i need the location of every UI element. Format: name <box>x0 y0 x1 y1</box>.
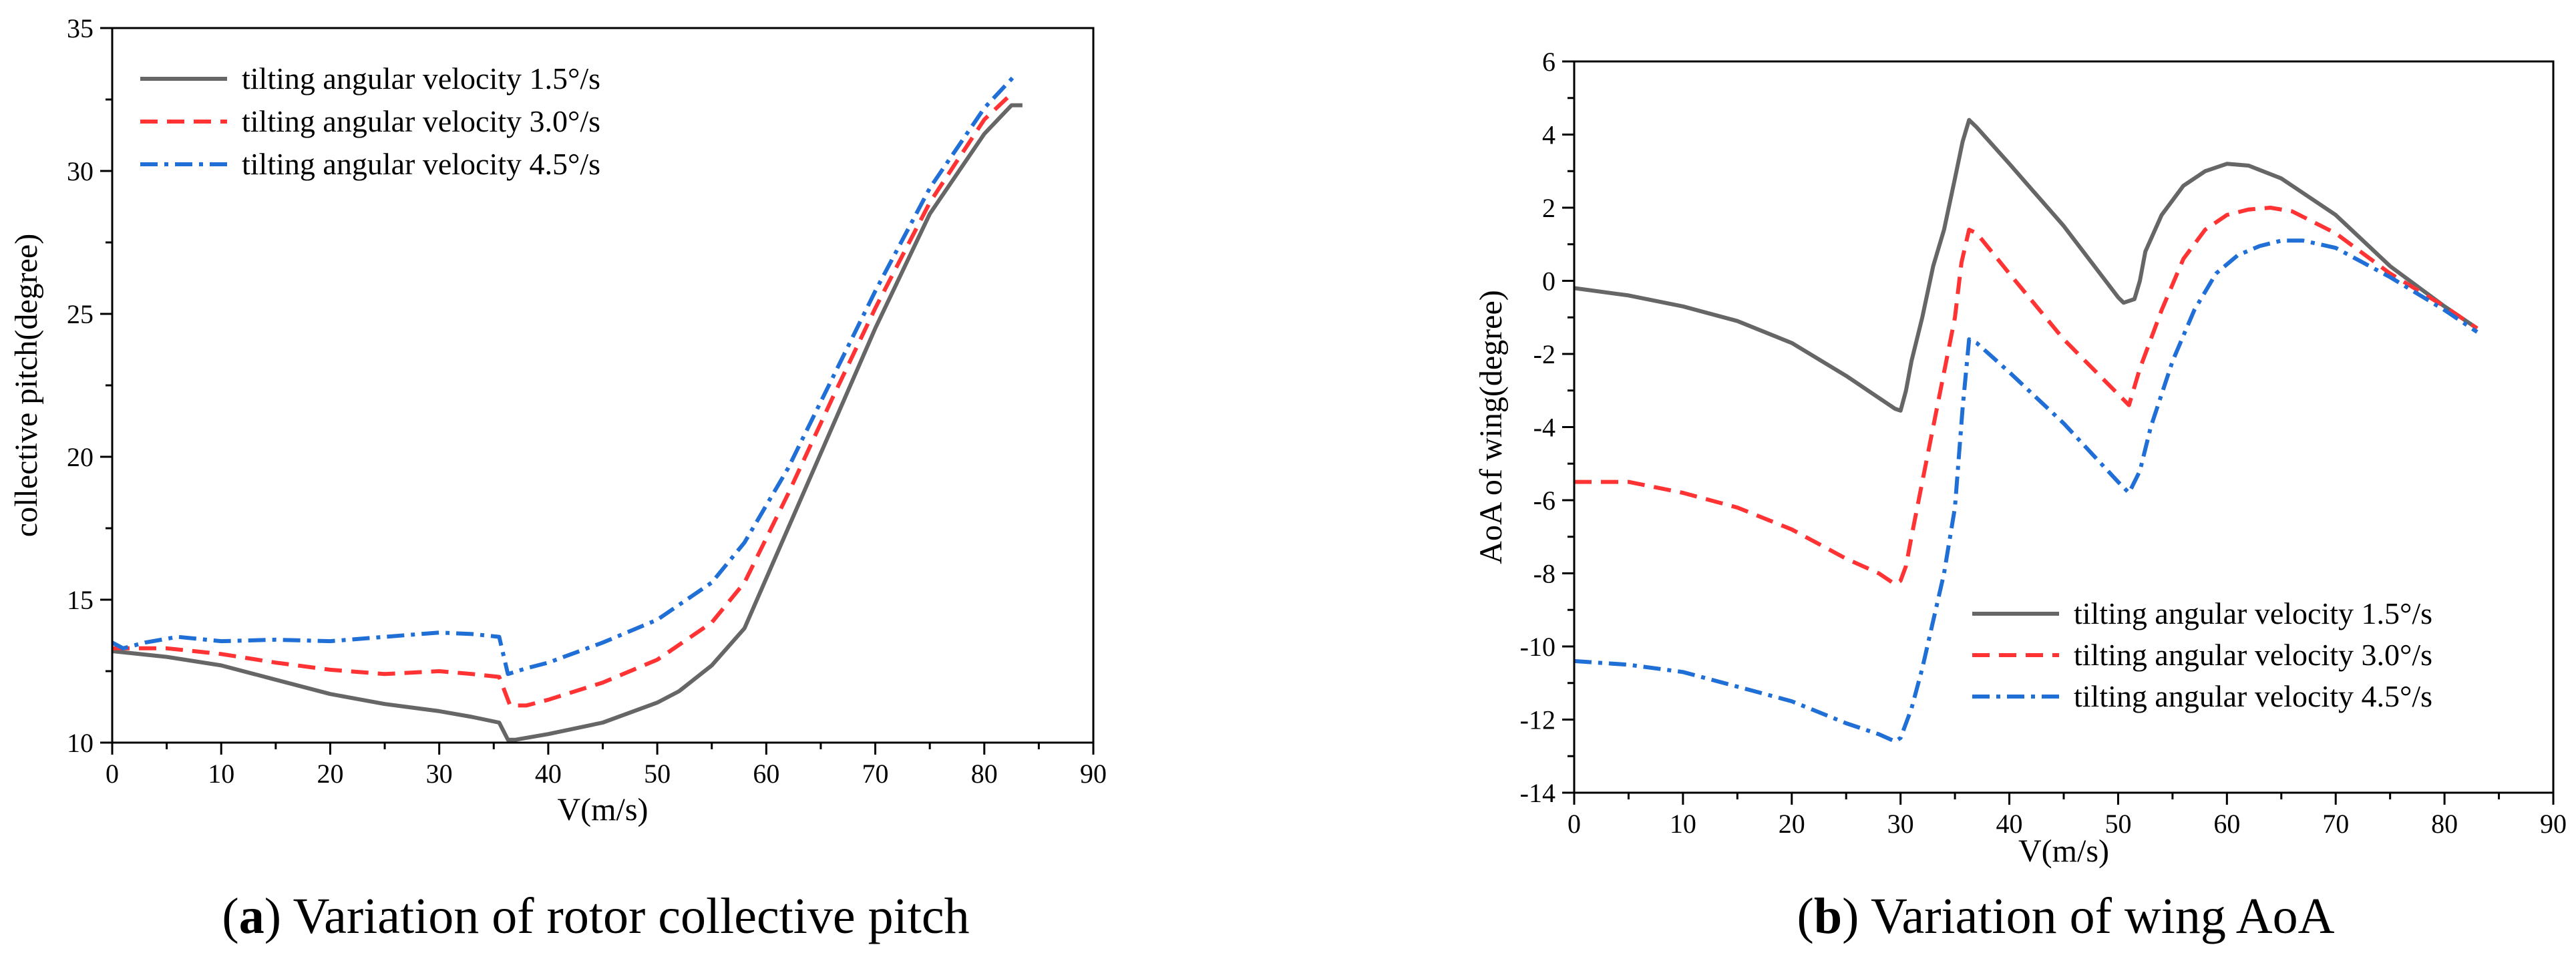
y-tick-label-b: -10 <box>1520 632 1555 662</box>
legend-a: tilting angular velocity 1.5°/s tilting a… <box>140 61 600 181</box>
y-tick-label-b: -4 <box>1533 413 1555 443</box>
legend-label-a-2: tilting angular velocity 3.0°/s <box>242 104 600 138</box>
y-tick-label-a: 10 <box>67 728 94 758</box>
legend-label-b-2: tilting angular velocity 3.0°/s <box>2074 638 2432 672</box>
y-tick-label-a: 30 <box>67 156 94 186</box>
x-tick-label-a: 10 <box>208 759 234 789</box>
y-tick-label-b: 0 <box>1542 266 1555 297</box>
y-tick-label-a: 25 <box>67 299 94 329</box>
x-tick-label-b: 50 <box>2104 809 2131 839</box>
x-tick-label-a: 40 <box>535 759 562 789</box>
y-tick-label-a: 15 <box>67 585 94 615</box>
x-tick-label-a: 50 <box>644 759 671 789</box>
series-line-a-1 <box>112 103 1023 742</box>
axes-b: 0 10 20 30 40 50 60 70 80 90 -14 -12 -10 -8 -6 -4 -2 0 2 4 6 <box>1520 47 2567 839</box>
axes-a: 0 10 20 30 40 50 60 70 80 90 10 15 20 25 30 35 <box>67 13 1107 789</box>
x-tick-label-b: 10 <box>1670 809 1696 839</box>
x-tick-label-b: 70 <box>2322 809 2349 839</box>
legend-label-a-3: tilting angular velocity 4.5°/s <box>242 147 600 181</box>
x-tick-label-a: 20 <box>317 759 343 789</box>
legend-label-a-1: tilting angular velocity 1.5°/s <box>242 61 600 95</box>
x-tick-label-b: 80 <box>2431 809 2458 839</box>
x-axis-title-a: V(m/s) <box>558 792 649 827</box>
series-layer-b <box>1574 118 2478 744</box>
x-tick-label-a: 30 <box>426 759 453 789</box>
series-line-a-2 <box>112 92 1013 708</box>
x-tick-label-a: 60 <box>753 759 779 789</box>
y-tick-label-b: -2 <box>1533 339 1555 369</box>
y-tick-label-b: 4 <box>1542 120 1555 150</box>
caption-b: (b) Variation of wing AoA <box>1797 888 2335 944</box>
series-line-b-3 <box>1574 238 2478 744</box>
caption-text-a: Variation of rotor collective pitch <box>293 888 970 944</box>
y-tick-label-a: 35 <box>67 13 94 43</box>
legend-label-b-1: tilting angular velocity 1.5°/s <box>2074 596 2432 630</box>
y-tick-label-b: -12 <box>1520 705 1555 735</box>
chart-panel-a: 0 10 20 30 40 50 60 70 80 90 10 15 20 25 30 35 tilting … <box>9 13 1107 944</box>
x-tick-label-b: 30 <box>1887 809 1914 839</box>
x-tick-label-b: 0 <box>1568 809 1581 839</box>
caption-text-b: Variation of wing AoA <box>1871 888 2335 944</box>
x-tick-label-a: 70 <box>862 759 889 789</box>
x-tick-label-b: 60 <box>2213 809 2240 839</box>
caption-letter-b: b <box>1814 888 1842 944</box>
y-tick-label-b: 2 <box>1542 193 1555 223</box>
series-line-b-2 <box>1574 206 2478 586</box>
caption-letter-a: a <box>239 888 264 944</box>
y-tick-label-b: -6 <box>1533 486 1555 516</box>
y-tick-label-b: 6 <box>1542 47 1555 77</box>
x-tick-label-b: 40 <box>1996 809 2023 839</box>
y-tick-label-a: 20 <box>67 442 94 472</box>
x-axis-title-b: V(m/s) <box>2018 833 2109 869</box>
y-axis-title-a: collective pitch(degree) <box>9 234 44 537</box>
x-tick-label-a: 90 <box>1080 759 1107 789</box>
series-line-b-1 <box>1574 118 2478 413</box>
series-line-a-3 <box>111 75 1015 677</box>
legend-b: tilting angular velocity 1.5°/s tilting a… <box>1972 596 2432 713</box>
y-axis-title-b: AoA of wing(degree) <box>1473 290 1509 564</box>
series-layer-a <box>111 75 1023 742</box>
x-tick-label-a: 80 <box>971 759 998 789</box>
x-tick-label-b: 20 <box>1779 809 1805 839</box>
x-tick-label-b: 90 <box>2540 809 2567 839</box>
x-tick-label-a: 0 <box>106 759 119 789</box>
chart-panel-b: 0 10 20 30 40 50 60 70 80 90 -14 -12 -10 -8 -6 -4 -2 0 2 4 6… <box>1473 47 2567 944</box>
y-tick-label-b: -8 <box>1533 559 1555 589</box>
caption-a: (a) Variation of rotor collective pitch <box>222 888 969 944</box>
legend-label-b-3: tilting angular velocity 4.5°/s <box>2074 679 2432 713</box>
y-tick-label-b: -14 <box>1520 778 1555 808</box>
